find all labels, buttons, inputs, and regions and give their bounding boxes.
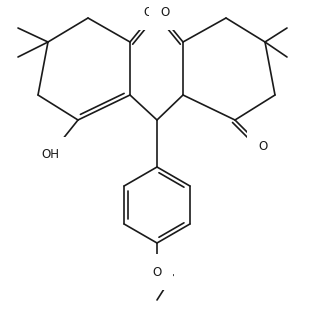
Text: OH: OH [41, 149, 59, 161]
Text: O: O [152, 265, 162, 278]
Text: O: O [143, 6, 153, 18]
Text: O: O [258, 139, 268, 153]
Text: O: O [160, 6, 170, 18]
